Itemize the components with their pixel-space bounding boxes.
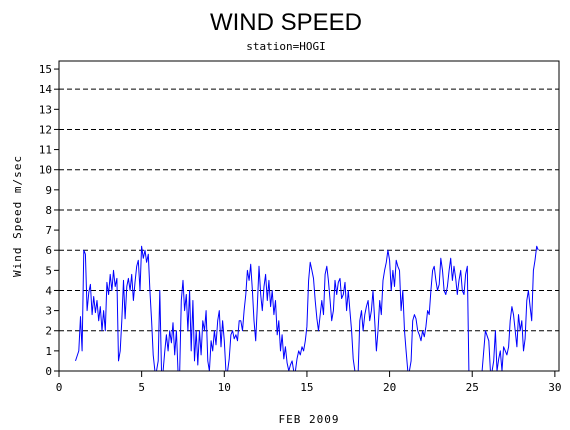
- x-tick-label-0: 0: [56, 381, 63, 394]
- x-tick-label-20: 20: [383, 381, 396, 394]
- y-tick-label-7: 7: [45, 224, 52, 237]
- x-axis-label: FEB 2009: [279, 413, 340, 426]
- y-tick-label-11: 11: [39, 144, 52, 157]
- y-tick-label-1: 1: [45, 345, 52, 358]
- plot-frame: [58, 60, 560, 372]
- y-tick-label-4: 4: [45, 284, 52, 297]
- y-tick-label-15: 15: [39, 63, 52, 76]
- y-tick-label-10: 10: [39, 164, 52, 177]
- x-tick-label-30: 30: [548, 381, 561, 394]
- y-tick-label-12: 12: [39, 123, 52, 136]
- y-tick-label-3: 3: [45, 305, 52, 318]
- x-tick-label-15: 15: [300, 381, 313, 394]
- x-tick-label-10: 10: [218, 381, 231, 394]
- y-tick-label-14: 14: [39, 83, 53, 96]
- reference-lines: [59, 88, 559, 372]
- x-tick-label-5: 5: [138, 381, 145, 394]
- y-tick-label-9: 9: [45, 184, 52, 197]
- chart-subtitle: station=HOGI: [246, 40, 325, 53]
- x-tick-label-25: 25: [466, 381, 479, 394]
- y-tick-label-0: 0: [45, 365, 52, 378]
- y-tick-label-13: 13: [39, 103, 52, 116]
- x-axis: 0 5 10 15 20 25 30: [56, 371, 561, 394]
- y-axis-label: Wind Speed m/sec: [11, 155, 24, 277]
- y-tick-label-2: 2: [45, 325, 52, 338]
- chart-title: WIND SPEED: [210, 9, 362, 36]
- series-layer: [75, 245, 539, 372]
- y-tick-label-8: 8: [45, 204, 52, 217]
- y-tick-label-6: 6: [45, 244, 52, 257]
- y-tick-label-5: 5: [45, 264, 52, 277]
- wind-speed-series-line-0: [75, 245, 539, 372]
